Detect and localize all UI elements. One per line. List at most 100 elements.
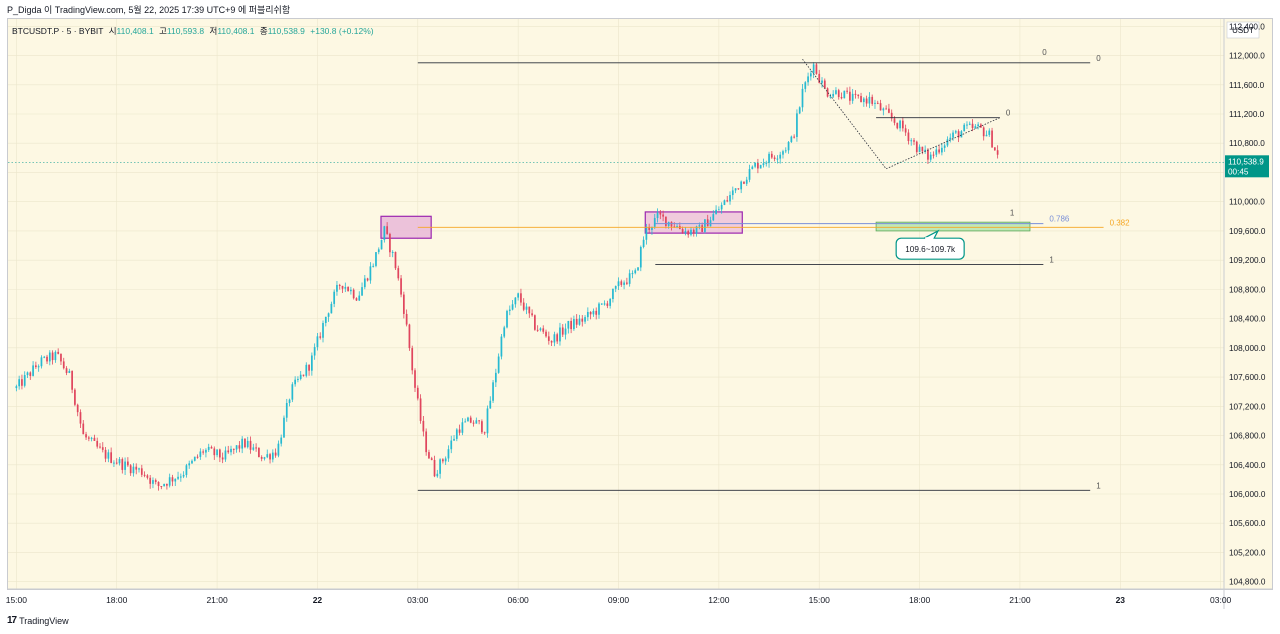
candle-body bbox=[748, 169, 751, 180]
candle-body bbox=[166, 484, 168, 486]
candle-body bbox=[854, 93, 857, 95]
candle-body bbox=[968, 123, 971, 125]
candle-body bbox=[216, 449, 218, 456]
currency-box[interactable] bbox=[1226, 21, 1260, 39]
candle-body bbox=[54, 351, 57, 361]
candle-body bbox=[82, 423, 85, 435]
candle-body bbox=[391, 251, 394, 253]
candle-body bbox=[425, 431, 428, 453]
candle-body bbox=[330, 303, 333, 314]
candle-body bbox=[140, 468, 143, 475]
candle-body bbox=[506, 310, 508, 328]
candle-body bbox=[915, 141, 918, 153]
candle-body bbox=[280, 437, 283, 444]
candle-body bbox=[623, 282, 625, 285]
currency-label: USDT bbox=[1232, 26, 1254, 35]
level-label: 1 bbox=[1096, 481, 1101, 490]
candle-body bbox=[37, 366, 40, 368]
candle-body bbox=[48, 352, 51, 362]
candle-body bbox=[743, 181, 745, 184]
candle-body bbox=[57, 351, 60, 354]
candle-body bbox=[620, 281, 623, 285]
x-tick-label: 21:00 bbox=[1009, 595, 1031, 605]
candle-body bbox=[840, 97, 843, 99]
candle-body bbox=[570, 320, 572, 330]
chart-pane[interactable] bbox=[7, 18, 1273, 590]
candle-body bbox=[517, 293, 520, 298]
candle-body bbox=[614, 286, 617, 289]
candle-body bbox=[40, 357, 43, 367]
candle-body bbox=[581, 318, 584, 322]
candle-body bbox=[737, 188, 740, 190]
candle-body bbox=[899, 120, 901, 129]
footer-brand[interactable]: 17 TradingView bbox=[7, 615, 69, 626]
candle-body bbox=[801, 88, 804, 108]
candle-body bbox=[252, 447, 255, 450]
trend-line[interactable] bbox=[802, 58, 887, 170]
candle-body bbox=[762, 163, 765, 166]
candle-body bbox=[687, 230, 690, 235]
candle-body bbox=[829, 96, 832, 98]
candle-body bbox=[132, 466, 135, 474]
candle-body bbox=[299, 374, 302, 379]
candle-body bbox=[885, 108, 887, 110]
candle-body bbox=[450, 440, 453, 450]
symbol-label[interactable]: BTCUSDT.P · 5 · BYBIT bbox=[12, 26, 104, 36]
candle-body bbox=[812, 64, 815, 74]
candle-body bbox=[904, 128, 907, 133]
candle-body bbox=[419, 398, 422, 421]
candle-body bbox=[913, 140, 915, 142]
current-price-tag[interactable] bbox=[1225, 155, 1269, 178]
candle-body bbox=[160, 486, 163, 488]
candle-body bbox=[559, 327, 561, 342]
candle-body bbox=[846, 90, 848, 92]
y-tick-label: 105,600.0 bbox=[1229, 519, 1266, 528]
candle-body bbox=[277, 443, 280, 456]
x-tick-label: 06:00 bbox=[508, 595, 530, 605]
candle-body bbox=[757, 163, 759, 169]
candle-body bbox=[815, 64, 818, 74]
candle-body bbox=[957, 131, 960, 138]
candle-body bbox=[645, 226, 648, 240]
candle-body bbox=[124, 461, 126, 470]
candle-body bbox=[400, 278, 402, 295]
candle-body bbox=[232, 448, 235, 450]
candle-body bbox=[860, 96, 862, 103]
candle-body bbox=[726, 200, 729, 202]
candle-body bbox=[207, 446, 210, 450]
y-tick-label: 105,200.0 bbox=[1229, 548, 1266, 557]
candle-body bbox=[402, 294, 405, 314]
candle-body bbox=[642, 239, 645, 248]
candle-body bbox=[377, 249, 380, 253]
candle-body bbox=[157, 481, 160, 487]
y-tick-label: 108,800.0 bbox=[1229, 285, 1266, 294]
candle-body bbox=[255, 447, 257, 449]
candle-body bbox=[888, 108, 890, 113]
candle-body bbox=[422, 420, 425, 432]
candle-body bbox=[573, 319, 575, 330]
candle-body bbox=[104, 449, 107, 459]
candle-body bbox=[21, 379, 23, 386]
candle-body bbox=[199, 451, 202, 457]
candle-body bbox=[274, 452, 277, 456]
target-zone[interactable] bbox=[875, 221, 1031, 232]
candle-body bbox=[500, 336, 503, 357]
candle-body bbox=[637, 267, 639, 271]
candle-body bbox=[447, 449, 450, 459]
candle-body bbox=[461, 422, 464, 433]
x-tick-label: 03:00 bbox=[407, 595, 429, 605]
candle-body bbox=[174, 478, 177, 482]
candle-body bbox=[464, 421, 467, 423]
candle-body bbox=[740, 181, 743, 190]
candle-body bbox=[324, 316, 327, 323]
candle-body bbox=[890, 112, 893, 119]
candle-body bbox=[369, 266, 372, 281]
candle-body bbox=[851, 93, 854, 101]
candle-body bbox=[868, 96, 871, 104]
candle-body bbox=[469, 417, 472, 423]
candle-body bbox=[879, 103, 882, 111]
candle-body bbox=[486, 408, 489, 434]
candle-body bbox=[759, 165, 762, 169]
candle-body bbox=[302, 374, 305, 376]
